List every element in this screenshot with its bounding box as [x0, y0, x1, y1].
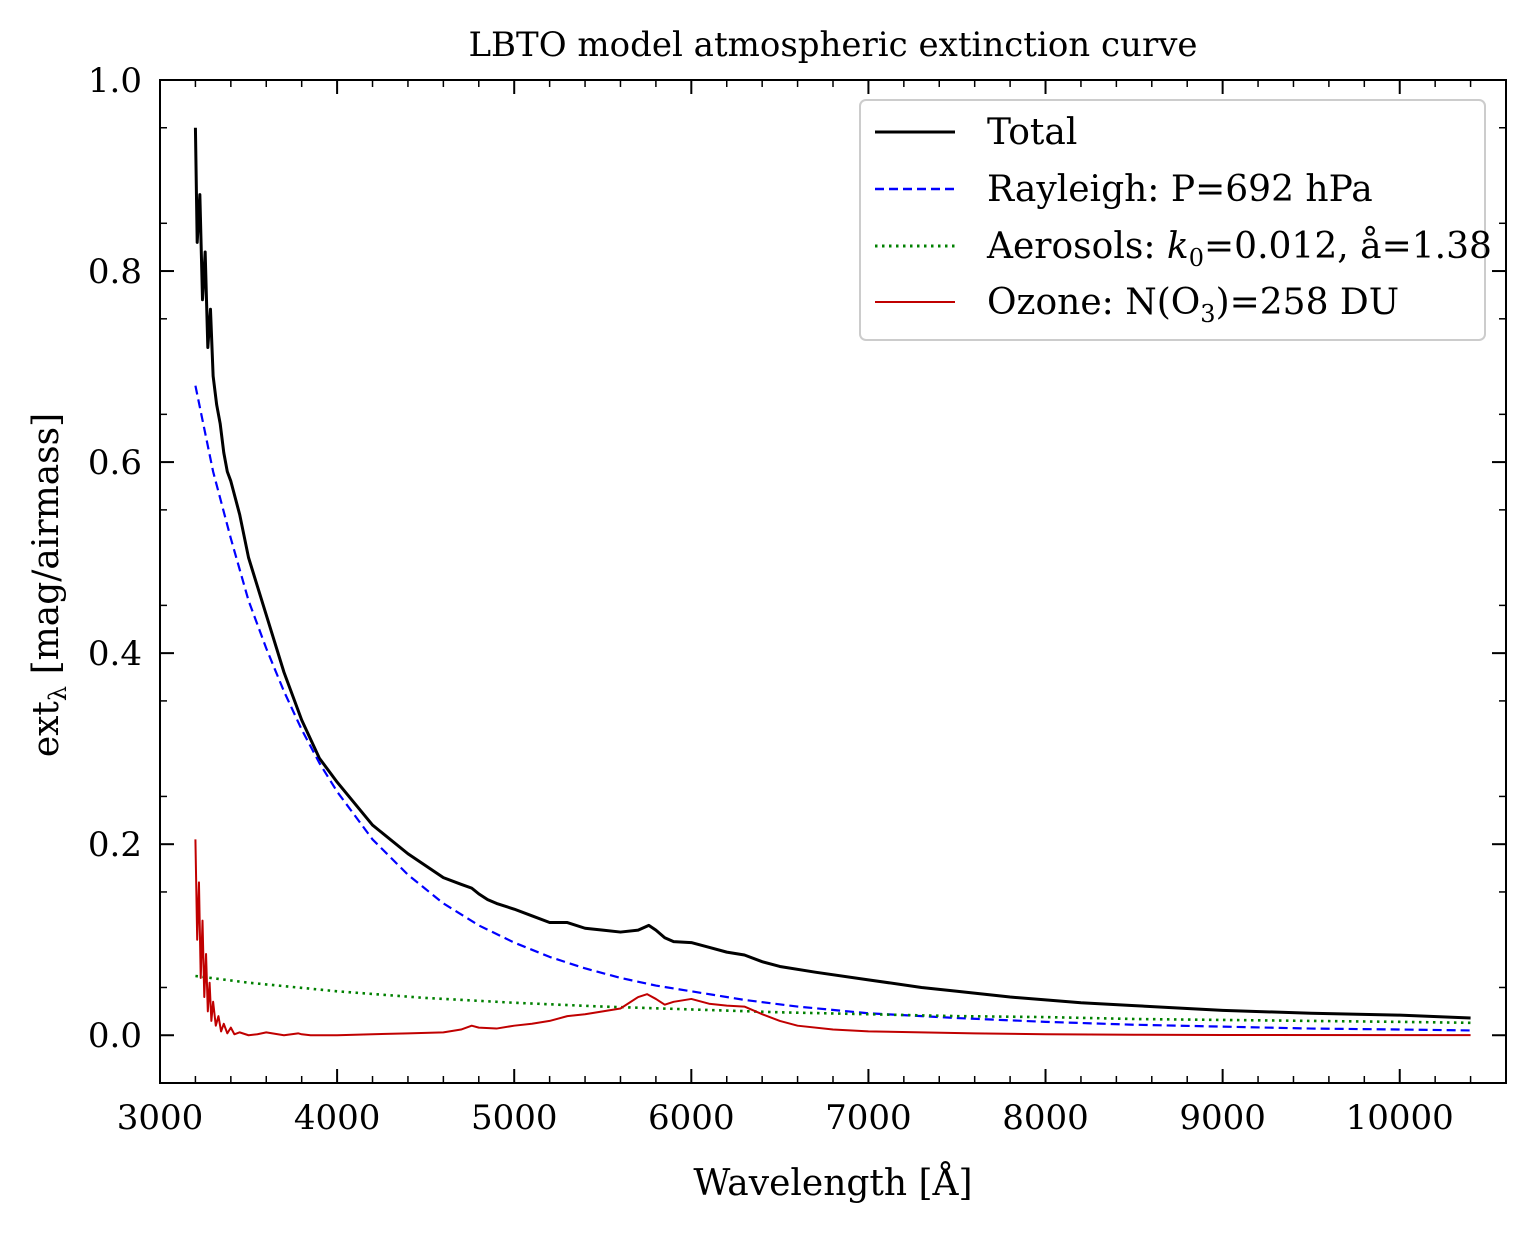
x-tick-label-5: 8000 [1002, 1098, 1089, 1138]
legend-box [859, 99, 1486, 341]
y-tick-label-2: 0.4 [88, 634, 142, 674]
x-tick-label-7: 10000 [1346, 1098, 1454, 1138]
y-axis-label: extλ [mag/airmass] [26, 413, 72, 757]
x-tick-label-2: 5000 [471, 1098, 558, 1138]
y-tick-label-4: 0.8 [88, 252, 142, 292]
y-tick-label-0: 0.0 [88, 1016, 142, 1056]
legend-label-total: Total [987, 112, 1077, 153]
y-tick-label-5: 1.0 [88, 61, 142, 101]
x-tick-label-6: 9000 [1179, 1098, 1266, 1138]
x-tick-label-4: 7000 [825, 1098, 912, 1138]
y-tick-label-3: 0.6 [88, 443, 142, 483]
legend: Total Rayleigh: P=692 hPa Aerosols: k0=0… [859, 99, 1492, 341]
legend-label-aerosols: Aerosols: k0=0.012, å=1.38 [986, 226, 1492, 272]
x-tick-label-0: 3000 [117, 1098, 204, 1138]
y-tick-label-1: 0.2 [88, 825, 142, 865]
x-axis-label: Wavelength [Å] [693, 1162, 972, 1204]
x-tick-label-3: 6000 [648, 1098, 735, 1138]
series-line-0 [193, 127, 1471, 1020]
plot-area: 3000 4000 5000 6000 7000 8000 9000 10000 0.0 0.2 0… [88, 61, 1507, 1138]
legend-label-rayleigh: Rayleigh: P=692 hPa [987, 169, 1373, 210]
legend-label-ozone: Ozone: N(O3)=258 DU [987, 282, 1399, 328]
series-line-1 [194, 385, 1471, 1032]
series-line-3 [194, 839, 1471, 1037]
chart-title: LBTO model atmospheric extinction curve [468, 25, 1197, 65]
series-line-2 [195, 974, 1471, 1025]
x-tick-label-1: 4000 [294, 1098, 381, 1138]
